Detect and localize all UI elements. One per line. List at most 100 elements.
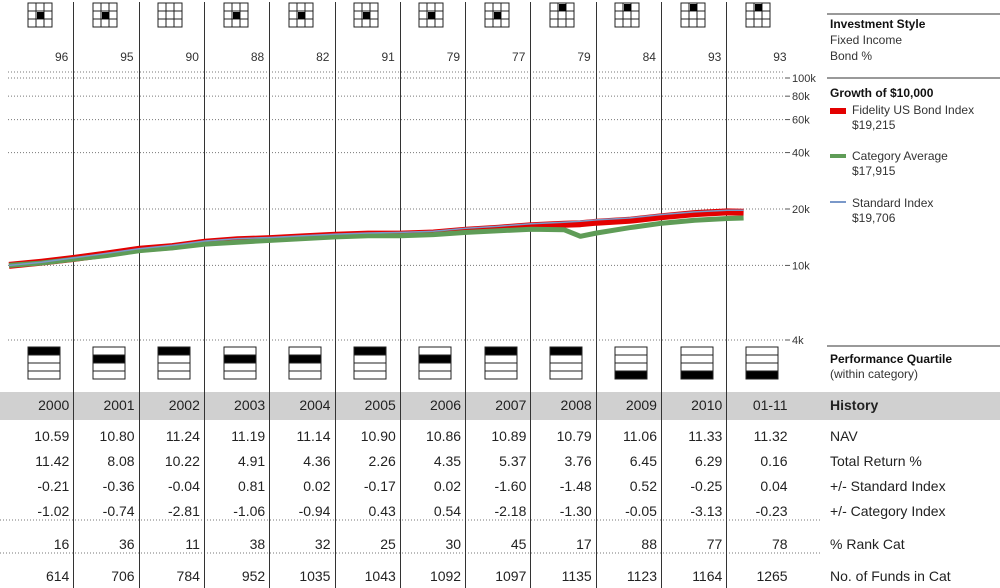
history-year: 2005 [364, 397, 396, 413]
quartile-icon [288, 346, 322, 380]
bond-pct-value: 93 [707, 50, 722, 64]
funds-in-cat-value: 1035 [299, 568, 331, 584]
bond-pct-value: 91 [381, 50, 395, 64]
quartile-icon [418, 346, 452, 380]
legend-standard-name: Standard Index [852, 196, 934, 210]
history-year: 01-11 [752, 397, 788, 413]
funds-in-cat-value: 614 [45, 568, 70, 584]
funds-in-cat-value: 1164 [692, 568, 723, 584]
rank-cat-value: 36 [119, 536, 135, 552]
total-return-value: 6.45 [629, 453, 657, 469]
nav-value: 10.80 [99, 428, 135, 444]
rank-cat-value: 38 [249, 536, 266, 552]
funds-in-cat-value: 706 [111, 568, 135, 584]
legend-fund-value: $19,215 [852, 118, 896, 132]
nav-value: 11.32 [753, 428, 788, 444]
vs-category-value: -1.30 [559, 503, 592, 519]
y-tick-label: 4k [792, 335, 804, 347]
bond-pct-value: 88 [250, 50, 265, 64]
style-box-filled-cell [494, 12, 501, 19]
bond-pct-value: 93 [773, 50, 787, 64]
bond-pct-value: 82 [316, 50, 330, 64]
rank-cat-value: 77 [706, 536, 723, 552]
total-return-value: 10.22 [164, 453, 200, 469]
legend-category-value: $17,915 [852, 164, 896, 178]
history-year: 2000 [38, 397, 70, 413]
funds-in-cat-value: 1123 [626, 568, 657, 584]
style-box-filled-cell [690, 4, 697, 11]
nav-value: 11.14 [296, 428, 331, 444]
style-box-filled-cell [428, 12, 435, 19]
rank-cat-value: 25 [380, 536, 396, 552]
vs-category-value: -0.94 [298, 503, 331, 519]
total-return-value: 3.76 [564, 453, 592, 469]
series-line-0 [8, 208, 744, 269]
series-line-2 [8, 209, 744, 267]
style-box-icon [680, 2, 706, 28]
nav-value: 10.59 [34, 428, 70, 444]
style-box-icon [484, 2, 510, 28]
history-year: 2001 [103, 397, 135, 413]
style-box-icon [27, 2, 53, 28]
style-box-filled-cell [37, 12, 44, 19]
quartile-icon [223, 346, 257, 380]
total-return-row-label: Total Return % [830, 453, 922, 469]
style-box-icon [549, 2, 575, 28]
nav-value: 10.86 [426, 428, 462, 444]
vs-standard-value: 0.02 [303, 478, 331, 494]
quartile-icon [157, 346, 191, 380]
y-tick-label: 20k [792, 204, 810, 216]
style-box-icon [418, 2, 444, 28]
vs-standard-value: -0.17 [363, 478, 396, 494]
rank-cat-value: 88 [641, 536, 657, 552]
total-return-value: 4.36 [303, 453, 331, 469]
bond-pct-value: 96 [54, 50, 69, 64]
fixed-income-label: Fixed Income [830, 33, 903, 47]
nav-value: 11.33 [688, 428, 723, 444]
quartile-icon [484, 346, 518, 380]
total-return-value: 2.26 [368, 453, 396, 469]
y-tick-label: 100k [792, 73, 816, 85]
style-box-filled-cell [755, 4, 762, 11]
perf-quartile-title: Performance Quartile [830, 352, 953, 366]
bond-pct-value: 95 [120, 50, 134, 64]
total-return-value: 8.08 [107, 453, 135, 469]
rank-cat-value: 45 [510, 536, 527, 552]
bond-pct-value: 90 [185, 50, 199, 64]
rank-cat-value: 16 [53, 536, 70, 552]
style-box-filled-cell [559, 4, 566, 11]
rank-cat-value: 78 [772, 536, 788, 552]
history-year: 2006 [429, 397, 462, 413]
y-tick-label: 40k [792, 148, 810, 160]
vs-standard-value: -1.60 [494, 478, 527, 494]
legend-standard-swatch [830, 201, 846, 203]
vs-category-value: -3.13 [690, 503, 723, 519]
bond-pct-value: 77 [512, 50, 526, 64]
vs-standard-value: -0.36 [102, 478, 135, 494]
nav-value: 11.19 [231, 428, 266, 444]
vs-category-value: -1.06 [233, 503, 266, 519]
funds-in-cat-value: 1265 [756, 568, 788, 584]
vs-category-value: -0.05 [625, 503, 657, 519]
vs-category-value: -1.02 [37, 503, 70, 519]
history-year: 2010 [691, 397, 723, 413]
funds-in-cat-value: 1097 [495, 568, 527, 584]
legend-category-name: Category Average [852, 149, 948, 163]
vs-category-value: -0.23 [755, 503, 788, 519]
quartile-icon [745, 346, 779, 380]
quartile-icon [614, 346, 648, 380]
funds-in-cat-value: 952 [241, 568, 266, 584]
history-year: 2004 [299, 397, 331, 413]
nav-value: 10.79 [556, 428, 592, 444]
vs-category-row-label: +/- Category Index [830, 503, 946, 519]
rank-cat-value: 32 [314, 536, 331, 552]
style-box-filled-cell [102, 12, 109, 19]
vs-standard-value: 0.02 [433, 478, 462, 494]
total-return-value: 6.29 [695, 453, 723, 469]
vs-category-value: -2.81 [167, 503, 200, 519]
style-box-icon [614, 2, 640, 28]
vs-category-value: -2.18 [494, 503, 527, 519]
growth-title: Growth of $10,000 [830, 86, 934, 100]
vs-standard-row-label: +/- Standard Index [830, 478, 946, 494]
